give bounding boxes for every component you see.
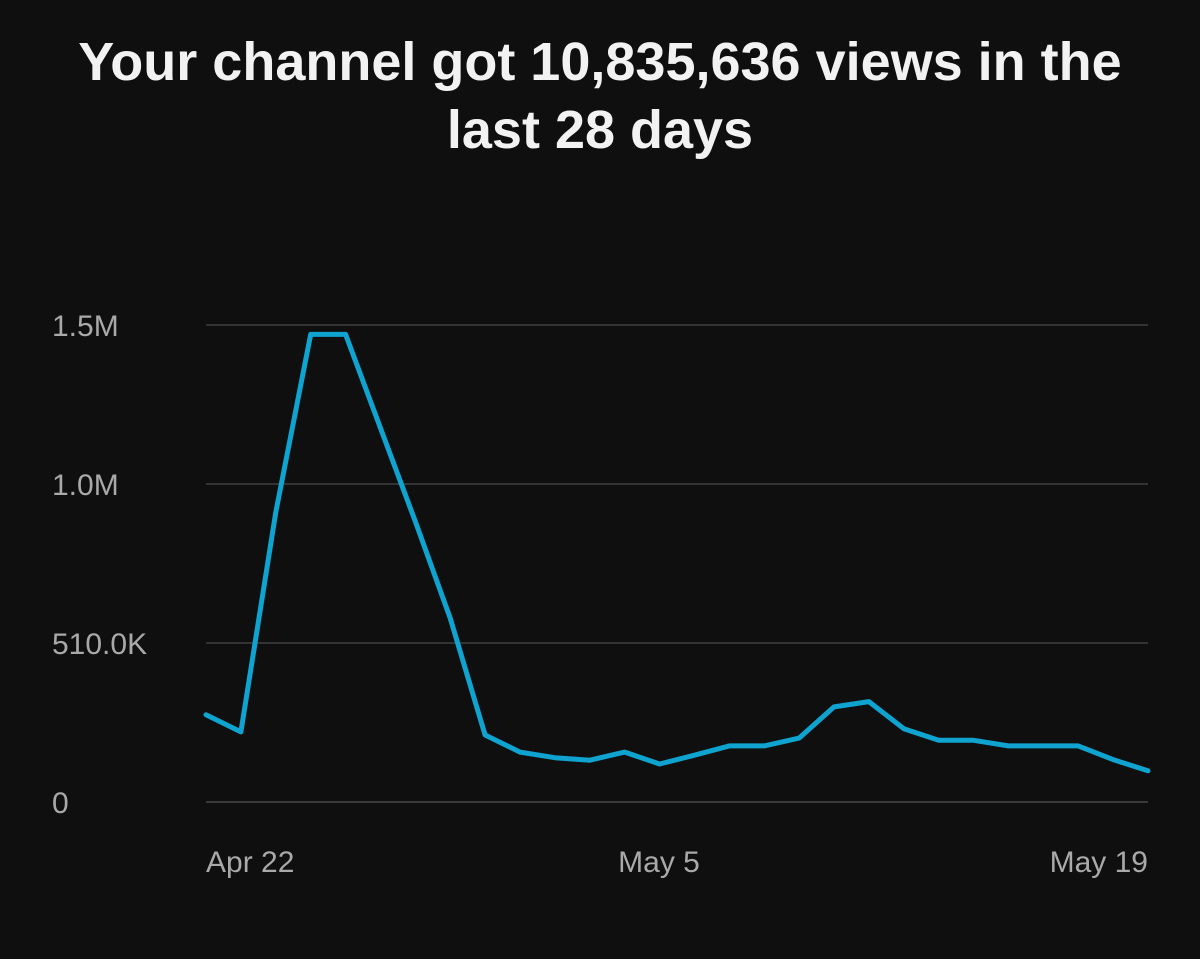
x-tick-label: May 19 — [1050, 846, 1148, 879]
series-line-views — [203, 331, 1151, 774]
y-tick-label: 0 — [52, 787, 69, 820]
y-tick-label: 510.0K — [52, 628, 147, 661]
x-tick-label: May 5 — [618, 846, 700, 879]
chart-title: Your channel got 10,835,636 views in the… — [78, 32, 1122, 160]
y-tick-label: 1.5M — [52, 310, 119, 343]
x-tick-label: Apr 22 — [206, 846, 294, 879]
y-tick-label: 1.0M — [52, 469, 119, 502]
